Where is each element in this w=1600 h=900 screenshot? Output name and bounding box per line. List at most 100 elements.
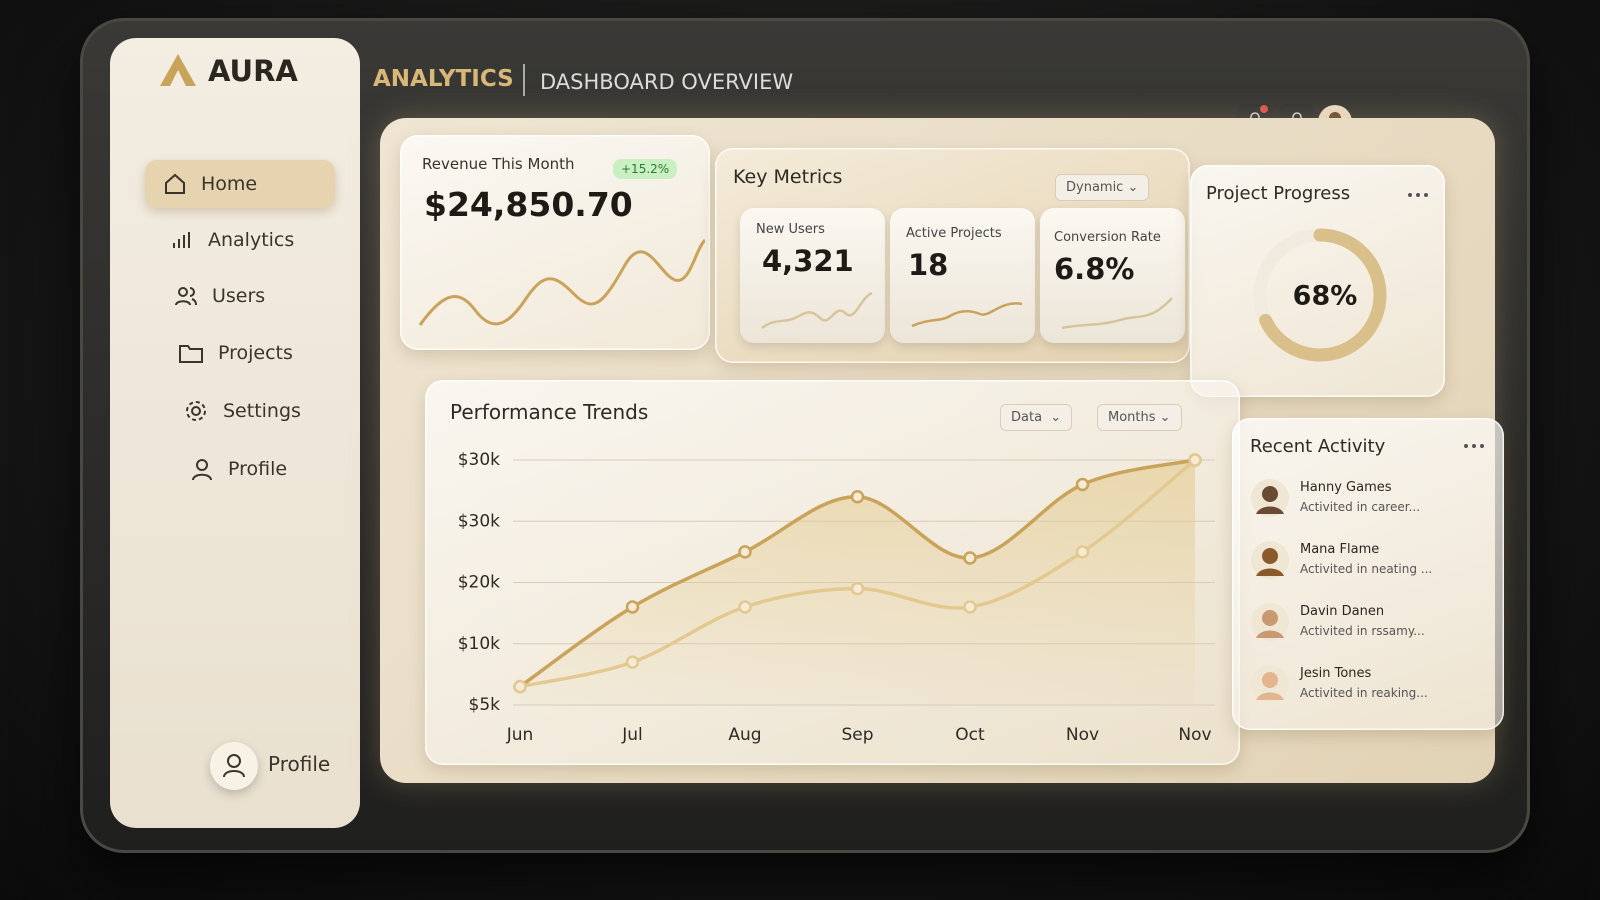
activity-item[interactable]: Jesin Tones Activited in reaking...	[1250, 662, 1490, 712]
activity-name: Jesin Tones	[1300, 666, 1372, 681]
activity-item[interactable]: Mana Flame Activited in neating ...	[1250, 538, 1490, 588]
point	[1075, 545, 1090, 559]
y-tick-label: $10k	[458, 634, 500, 654]
activity-name: Davin Danen	[1300, 604, 1385, 619]
nav-item[interactable]: Settings	[165, 387, 355, 435]
filter-dropdown[interactable]: Dynamic ⌄	[1055, 174, 1150, 201]
key-metrics-card: Key Metrics Dynamic ⌄ New Users 4,321 Act…	[715, 148, 1190, 363]
icon	[223, 754, 245, 778]
point	[625, 655, 640, 669]
point	[625, 600, 640, 614]
metric-label: Conversion Rate	[1054, 230, 1161, 245]
point	[1075, 477, 1090, 492]
metric-value: 6.8%	[1054, 252, 1135, 286]
nav-label: Users	[212, 285, 266, 307]
x-tick-label: Nov	[1178, 725, 1211, 745]
point	[1188, 453, 1202, 467]
section-title: ANALYTICS	[373, 66, 514, 92]
x-tick-label: Nov	[1066, 725, 1099, 745]
y-tick-label: $20k	[458, 573, 500, 593]
progress-label: 68%	[1293, 281, 1358, 312]
project-progress-card: Project Progress 68%	[1190, 165, 1445, 397]
progress-donut: 68%	[1253, 228, 1387, 362]
nav-label: Analytics	[208, 229, 295, 251]
page-title: DASHBOARD OVERVIEW	[540, 70, 794, 94]
nav-item[interactable]: Profile	[172, 445, 362, 493]
metric-value: 18	[908, 248, 949, 282]
filter-dropdown[interactable]: Months ⌄	[1097, 404, 1182, 431]
revenue-change: +15.2%	[613, 159, 678, 179]
revenue-value: $24,850.70	[424, 185, 633, 224]
nav-label: Home	[201, 173, 258, 195]
profile-label[interactable]: Profile	[268, 752, 331, 776]
point	[963, 600, 977, 614]
icon	[173, 232, 190, 248]
menu-icon[interactable]	[1462, 442, 1486, 450]
x-tick-label: Oct	[955, 725, 985, 745]
x-tick-label: Jun	[506, 725, 534, 745]
brand: AURA	[208, 54, 298, 88]
activity-name: Mana Flame	[1300, 542, 1380, 557]
metric-card: New Users 4,321	[740, 208, 885, 343]
activity-detail: Activited in neating ...	[1300, 562, 1433, 576]
filter-label: Months	[1108, 410, 1156, 425]
nav-label: Settings	[223, 400, 301, 422]
point	[963, 551, 977, 565]
filter-label: Dynamic	[1066, 180, 1124, 195]
x-tick-label: Jul	[621, 725, 643, 745]
icon	[186, 401, 206, 421]
point	[738, 600, 752, 614]
card-title: Performance Trends	[450, 400, 649, 424]
nav-label: Projects	[218, 342, 293, 364]
filter-dropdown[interactable]: Data ⌄	[1000, 404, 1073, 431]
activity-item[interactable]: Davin Danen Activited in rssamy...	[1250, 600, 1490, 650]
revenue-label: Revenue This Month	[422, 155, 575, 173]
activity-detail: Activited in rssamy...	[1300, 624, 1425, 638]
nav-item[interactable]: Users	[156, 272, 346, 320]
logo-icon	[160, 54, 196, 86]
filter-label: Data	[1011, 410, 1043, 425]
x-tick-label: Aug	[728, 725, 761, 745]
point	[513, 679, 527, 694]
x-tick-label: Sep	[841, 725, 873, 745]
metric-card: Active Projects 18	[890, 208, 1035, 343]
point	[850, 490, 865, 504]
avatar	[1251, 665, 1289, 703]
nav-label: Profile	[228, 458, 288, 480]
profile-avatar[interactable]	[210, 742, 258, 790]
metric-label: Active Projects	[906, 226, 1002, 241]
activity-item[interactable]: Hanny Games Activited in career...	[1250, 476, 1490, 526]
card-title: Recent Activity	[1250, 436, 1386, 457]
metric-sparkline	[1061, 297, 1173, 330]
nav-item[interactable]: Home	[145, 160, 335, 208]
avatar	[1251, 479, 1289, 517]
metric-value: 4,321	[762, 244, 854, 278]
metric-row: New Users 4,321 Active Projects 18 Convers…	[740, 208, 1185, 348]
y-tick-label: $30k	[458, 450, 500, 470]
activity-name: Hanny Games	[1300, 480, 1392, 495]
performance-chart: $5k $10k $20k $30k $30k Jun Jul Aug Sep Oct Nov Nov	[458, 450, 1215, 745]
activity-detail: Activited in career...	[1300, 500, 1421, 514]
performance-card: Performance Trends Data ⌄ Months ⌄ $5k $1…	[425, 380, 1240, 765]
progress-arc	[1253, 228, 1387, 362]
icon	[179, 345, 203, 363]
revenue-card: Revenue This Month +15.2% $24,850.70	[400, 135, 710, 350]
nav-item[interactable]: Analytics	[152, 216, 342, 264]
metric-sparkline	[761, 291, 873, 330]
divider	[523, 64, 525, 96]
icon	[175, 287, 197, 306]
metric-label: New Users	[756, 222, 825, 237]
activity-detail: Activited in reaking...	[1300, 686, 1428, 700]
avatar	[1251, 603, 1289, 641]
icon	[165, 173, 185, 194]
recent-activity-card: Recent Activity Hanny Games Activited in …	[1232, 418, 1504, 730]
point	[738, 545, 752, 559]
metric-card: Conversion Rate 6.8%	[1040, 208, 1185, 343]
nav-item[interactable]: Projects	[160, 329, 350, 377]
icon	[192, 459, 212, 481]
menu-icon[interactable]	[1406, 191, 1430, 199]
y-tick-label: $5k	[469, 695, 501, 715]
revenue-sparkline	[418, 238, 705, 326]
card-title: Project Progress	[1206, 183, 1351, 204]
